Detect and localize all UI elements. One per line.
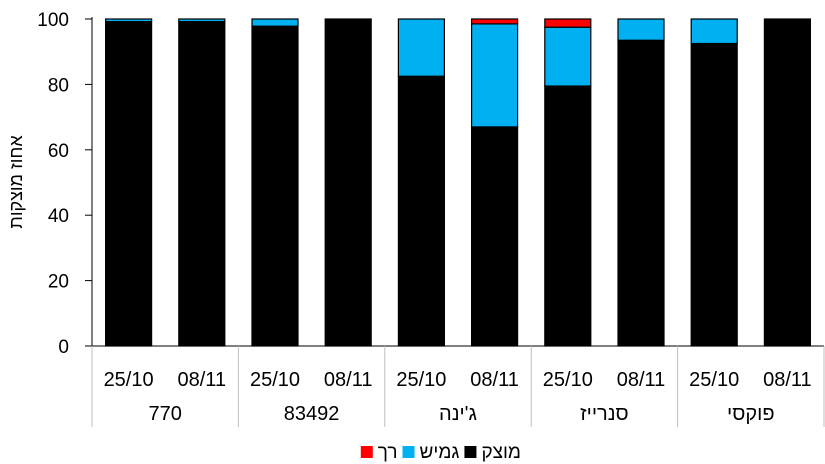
bar-segment — [763, 18, 812, 347]
y-tick-label: 80 — [48, 75, 69, 96]
bar-segment — [178, 21, 226, 347]
y-tick-label: 60 — [48, 141, 69, 162]
y-tick-label: 0 — [58, 337, 69, 358]
x-group-label: 83492 — [284, 403, 340, 425]
x-tick-label: 25/10 — [104, 369, 154, 391]
legend-label: מוצק — [481, 442, 521, 463]
bar-segment — [324, 18, 372, 347]
x-tick-label: 25/10 — [689, 369, 739, 391]
bar-segment — [544, 18, 592, 28]
bar-segment — [104, 18, 153, 23]
bar-segment — [617, 18, 665, 41]
bar-segment — [251, 25, 299, 347]
x-tick-label: 08/11 — [470, 369, 519, 391]
legend-swatch — [464, 446, 477, 458]
y-tick-label: 20 — [48, 272, 69, 293]
x-group-label: 770 — [149, 403, 182, 425]
x-group-label: פוקסי — [727, 403, 775, 425]
x-group-label: ג'ינה — [439, 403, 477, 425]
x-tick-label: 08/11 — [324, 369, 373, 391]
x-tick-label: 08/11 — [617, 369, 666, 391]
bar-segment — [471, 23, 519, 128]
bar-segment — [471, 18, 519, 25]
legend-swatch — [360, 446, 373, 458]
bar-segment — [251, 18, 299, 27]
x-tick-label: 25/10 — [396, 369, 446, 391]
x-tick-label: 25/10 — [250, 369, 300, 391]
bar-segment — [544, 85, 592, 347]
y-tick-label: 40 — [48, 206, 69, 227]
bar-segment — [104, 21, 153, 347]
y-tick-label: 100 — [37, 10, 69, 31]
x-tick-label: 25/10 — [543, 369, 593, 391]
bar-segment — [690, 42, 738, 347]
bar-segment — [397, 18, 445, 77]
x-tick-label: 08/11 — [763, 369, 812, 391]
x-tick-label: 08/11 — [178, 369, 227, 391]
bar-segment — [690, 18, 738, 45]
legend-label: רך — [378, 442, 398, 463]
bar-segment — [617, 39, 665, 347]
bar-segment — [397, 75, 445, 347]
x-group-label: סנרייז — [580, 403, 628, 425]
bar-segment — [544, 26, 592, 87]
bar-segment — [471, 126, 519, 347]
legend-label: גמיש — [420, 442, 460, 463]
y-axis-title: אחוז מוצקות — [6, 135, 26, 229]
bar-segment — [178, 18, 226, 23]
legend-swatch — [402, 446, 415, 458]
